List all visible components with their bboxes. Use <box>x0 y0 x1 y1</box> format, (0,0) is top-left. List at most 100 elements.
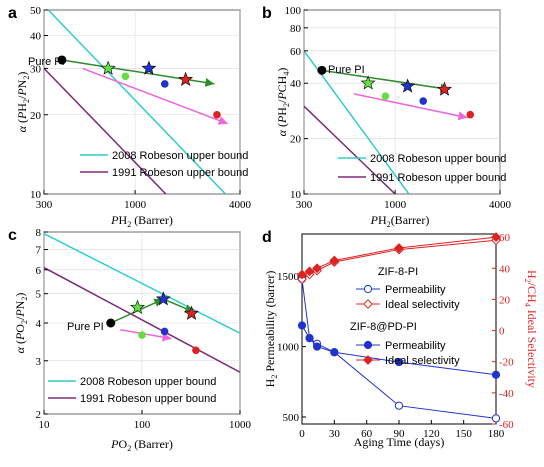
panel-d-tick-label-y-left: 500 <box>283 412 300 424</box>
panel-d-data-point <box>329 255 340 266</box>
panel-d-tick-label-y-right: -20 <box>499 357 514 369</box>
panel-d-tick-label-y-right: 0 <box>499 326 505 338</box>
panel-b-tick-label-y: 10 <box>290 189 302 201</box>
panel-a-upper-bound-line <box>44 67 167 194</box>
panel-c-legend: 2008 Robeson upper bound 1991 Robeson up… <box>48 376 216 405</box>
panel-d-data-point <box>305 334 314 343</box>
panel-b-legend-2008: 2008 Robeson upper bound <box>370 153 506 165</box>
panel-c: c 10 100 1000 2 3 4 5 6 7 8 Pure PI 2008 Robeson … <box>8 227 252 453</box>
panel-d-tick-label-y-left: 1000 <box>277 342 300 354</box>
panel-d-tick-label-x: 120 <box>423 428 440 440</box>
panel-d-legend-entry: Permeability <box>385 284 446 296</box>
panel-d-tick-label-x: 30 <box>329 428 341 440</box>
panel-d-tick-label-x: 150 <box>455 428 472 440</box>
panel-a-data-point-star <box>100 60 116 75</box>
panel-b-data-point-star <box>360 75 376 90</box>
panel-b-trend-arrow <box>321 69 450 93</box>
panel-c-tick-label-y: 4 <box>36 318 42 330</box>
panel-d-data-point <box>394 401 404 410</box>
panel-c-tick-label-x: 100 <box>134 419 151 431</box>
panel-a-data-point-circle <box>121 72 130 81</box>
panel-b-tick-label-y: 80 <box>290 23 302 35</box>
panel-a-tick-label-y: 20 <box>30 110 42 122</box>
panel-b-upper-bound-line <box>304 105 396 194</box>
panel-c-trend-arrow <box>120 328 172 342</box>
panel-d-legend-title-zif8-pd-pi: ZIF-8@PD-PI <box>350 321 417 333</box>
panel-b-frame <box>303 9 501 195</box>
panel-c-legend-1991: 1991 Robeson upper bound <box>80 393 216 405</box>
panel-c-tick-label-y: 2 <box>36 409 42 421</box>
panel-d-data-point <box>394 243 404 253</box>
panel-b-legend: 2008 Robeson upper bound 1991 Robeson up… <box>338 153 506 184</box>
panel-a-tick-label-x: 4000 <box>229 199 252 211</box>
panel-c-data-point-star <box>155 291 171 306</box>
panel-c-upper-bound-line <box>44 232 240 334</box>
panel-b-ylabel: α (PH2/PCH4) <box>275 68 291 137</box>
panel-d-tick-label-y-right: 40 <box>499 263 511 275</box>
panel-a-tick-label-y: 50 <box>30 5 42 17</box>
panel-b-data-point-star <box>400 78 416 93</box>
panel-a-data-point-circle <box>160 80 169 88</box>
panel-b-data-point-circle <box>466 110 475 119</box>
panel-b-xlabel: PH2(Barrer) <box>370 213 430 229</box>
panel-b-tick-label-y: 100 <box>285 5 302 17</box>
panel-c-pure-pi-label: Pure PI <box>67 321 104 333</box>
panel-d-tick-label-y-right: 60 <box>499 232 511 244</box>
panel-d-legend-swatch-marker <box>363 284 373 294</box>
panel-c-tick-label-y: 3 <box>36 356 42 368</box>
panel-d-legend-entry: Ideal selectivity <box>385 355 460 367</box>
panel-c-xlabel: PO2 (Barrer) <box>110 437 173 453</box>
panel-b-trend-arrow <box>353 93 468 121</box>
panel-d-data-point <box>330 348 339 357</box>
panel-d-legend-swatch-marker <box>363 340 373 350</box>
panel-c-tick-label-y: 6 <box>36 265 42 277</box>
panel-d-data-point <box>304 266 315 277</box>
panel-c-data-point-circle <box>106 318 116 328</box>
panel-c-legend-2008: 2008 Robeson upper bound <box>80 376 216 388</box>
panel-c-tick-label-x: 1000 <box>229 419 252 431</box>
panel-a-data-point-star <box>178 71 194 86</box>
panel-d-legend-swatch-marker <box>363 299 373 309</box>
panel-d-tick-label-x: 90 <box>394 428 406 440</box>
panel-d-tick-label-x: 60 <box>361 428 373 440</box>
panel-d-data-point <box>491 414 501 423</box>
panel-b-data-point-star <box>437 81 452 96</box>
panel-b-tick-label-y: 40 <box>290 78 302 90</box>
panel-a-tick-label-x: 300 <box>36 199 53 211</box>
panel-d-data-point <box>312 263 322 274</box>
panel-a-tick-label-y: 30 <box>30 63 42 75</box>
panel-d-tick-label-y-right: -40 <box>499 388 514 400</box>
panel-c-data-point-circle <box>160 327 169 336</box>
panel-c-letter: c <box>8 227 17 244</box>
panel-d-letter: d <box>262 229 272 246</box>
panel-d: d 0 30 60 90 120 150 180 500 1000 1500 -60 -40 -20 0 2… <box>262 229 539 449</box>
panel-d-data-point <box>297 321 307 330</box>
panel-d-tick-label-y-right: 20 <box>499 294 511 306</box>
panel-c-data-point-star <box>130 299 145 314</box>
panel-a-xlabel: PH2 (Barrer) <box>110 213 173 229</box>
panel-b-legend-1991: 1991 Robeson upper bound <box>370 172 506 184</box>
panel-d-xlabel: Aging Time (days) <box>354 435 445 449</box>
panel-d-data-point <box>297 269 307 280</box>
panel-d-legend: ZIF-8-PI Permeability Ideal selectivity Pe… <box>350 266 460 367</box>
panel-c-data-point-star <box>184 305 199 320</box>
panel-d-legend-entry: Permeability <box>385 340 446 352</box>
panel-c-upper-bound-line <box>44 266 240 373</box>
panel-d-ylabel-right: H2/CH4 Ideal Selectivity <box>523 270 539 388</box>
panel-d-legend-entry: Ideal selectivity <box>385 299 460 311</box>
panel-b-tick-label-x: 1000 <box>384 199 407 211</box>
panel-c-trend-arrow <box>163 298 195 313</box>
panel-b: b 300 1000 4000 10 20 40 60 80 100 Pure PI 2008 … <box>262 5 512 229</box>
panel-b-tick-label-x: 4000 <box>489 199 512 211</box>
panel-d-tick-label-x: 0 <box>299 428 305 440</box>
panel-d-data-point <box>312 342 322 351</box>
panel-d-tick-label-y-right: -60 <box>499 419 514 431</box>
panel-d-legend-title-zif8-pi: ZIF-8-PI <box>378 266 418 278</box>
panel-c-data-point-circle <box>138 331 146 339</box>
panel-b-letter: b <box>262 5 272 22</box>
panel-a-trend-arrow <box>82 67 228 125</box>
panel-c-tick-label-y: 5 <box>36 289 42 301</box>
panel-b-pure-pi-label: Pure PI <box>328 64 365 76</box>
panel-b-data-point-circle <box>317 65 327 75</box>
